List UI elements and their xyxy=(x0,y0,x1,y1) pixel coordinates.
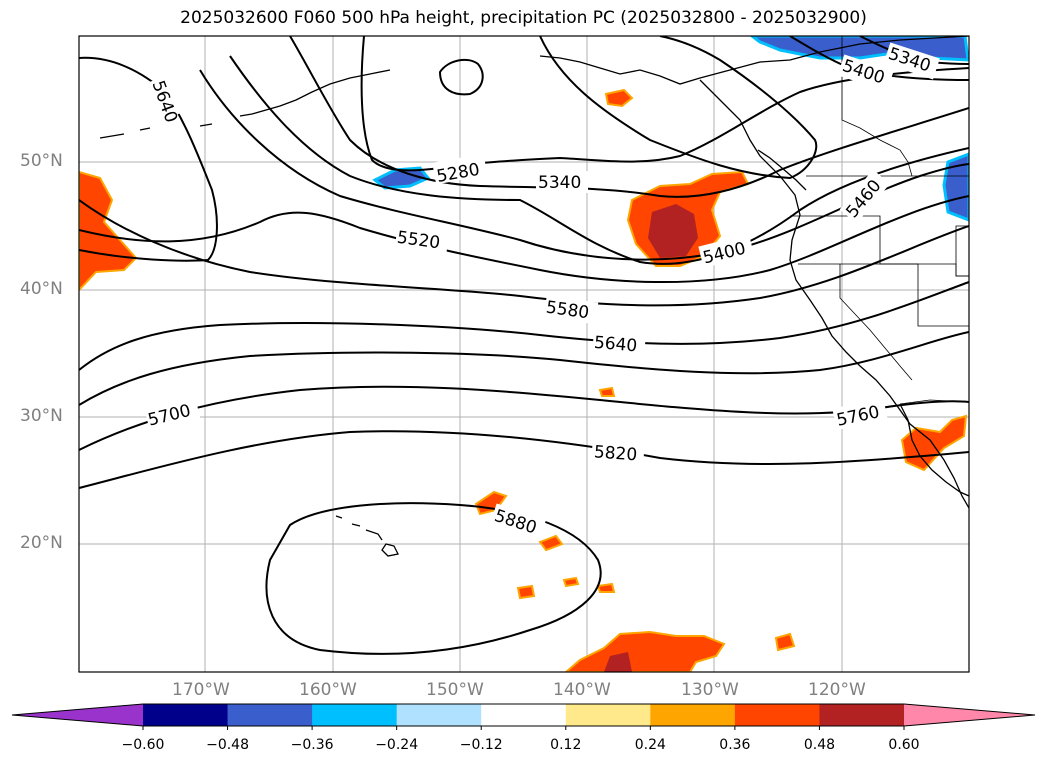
border-mountain xyxy=(955,225,969,277)
contour-5280-closed xyxy=(438,58,484,96)
height-contours xyxy=(79,36,969,655)
colorbar-extend-high xyxy=(904,704,1035,726)
precip-area-south-core xyxy=(604,652,632,672)
colorbar xyxy=(11,703,1036,730)
colorbar-tick-label: 0.24 xyxy=(634,737,666,753)
border-states-2 xyxy=(798,263,969,327)
coastline-north-america xyxy=(539,36,969,509)
graticule xyxy=(79,36,969,672)
precip-area-east-blue xyxy=(942,152,969,222)
colorbar-segment xyxy=(819,704,905,726)
colorbar-extend-low xyxy=(12,704,143,726)
lat-label: 40°N xyxy=(20,279,63,299)
coastline-baja xyxy=(899,403,969,497)
contour-label: 5700 xyxy=(146,401,193,431)
colorbar-tick-label: −0.24 xyxy=(375,737,419,753)
contour-5700 xyxy=(79,331,969,406)
lon-label: 150°W xyxy=(426,680,484,700)
contour-label: 5340 xyxy=(538,173,581,193)
coastline-hawaii xyxy=(335,515,399,557)
colorbar-tick-label: −0.48 xyxy=(206,737,249,753)
coastlines xyxy=(99,36,969,557)
colorbar-segment xyxy=(650,704,736,726)
contour-5640-west xyxy=(79,56,218,262)
contour-5460 xyxy=(199,69,969,261)
colorbar-segment xyxy=(227,704,313,726)
precip-area-hawaii-ne xyxy=(474,490,508,516)
precip-area-small-1 xyxy=(774,632,796,652)
precip-area-south xyxy=(564,630,726,672)
contour-label: 5820 xyxy=(593,442,638,465)
lon-label: 160°W xyxy=(299,680,357,700)
colorbar-tick-label: −0.12 xyxy=(459,737,503,753)
contour-labels: 5640 5280 5340 5520 5400 5460 5580 5640 … xyxy=(144,42,940,541)
contour-5640-main xyxy=(79,281,969,371)
precip-area-pnw-core xyxy=(648,204,698,258)
contour-5880 xyxy=(265,502,602,655)
precip-area-small-5 xyxy=(596,582,616,593)
precip-area-ne-blue xyxy=(749,36,969,62)
precip-area-baja xyxy=(900,414,968,472)
precip-area-small-2 xyxy=(516,584,536,600)
precip-area-west xyxy=(79,170,138,292)
contour-5400 xyxy=(229,55,969,265)
colorbar-segment xyxy=(565,704,651,726)
precip-area-small-4 xyxy=(598,386,616,397)
colorbar-tick-label: 0.48 xyxy=(803,737,836,753)
lat-label: 50°N xyxy=(20,151,63,171)
border-states-3 xyxy=(839,264,913,381)
lat-label: 20°N xyxy=(20,533,63,553)
colorbar-tick-label: 0.36 xyxy=(719,737,751,753)
colorbar-segment xyxy=(481,704,567,726)
precip-area-small-6 xyxy=(562,576,580,588)
map-frame xyxy=(78,35,970,673)
colorbar-tick-label: −0.36 xyxy=(290,737,334,753)
precip-positive-areas xyxy=(79,88,968,672)
colorbar-segment xyxy=(143,704,229,726)
colorbar-segment xyxy=(734,704,820,726)
contour-5340-north xyxy=(539,36,818,180)
colorbar-tick-label: 0.12 xyxy=(550,737,582,753)
colorbar-tick-label: 0.60 xyxy=(888,737,920,753)
contour-5820 xyxy=(79,430,969,489)
border-alaska-canada xyxy=(841,36,913,177)
lon-label: 120°W xyxy=(808,680,866,700)
contour-5520 xyxy=(79,195,969,283)
contour-label: 5640 xyxy=(148,78,182,125)
contour-label: 5880 xyxy=(492,506,539,538)
map-panel: 5640 5280 5340 5520 5400 5460 5580 5640 … xyxy=(79,36,969,672)
lon-label: 130°W xyxy=(681,680,739,700)
contour-5340 xyxy=(289,36,969,198)
contour-label: 5520 xyxy=(396,228,442,254)
lat-label: 30°N xyxy=(20,406,63,426)
colorbar-segment xyxy=(396,704,482,726)
precip-area-small-3 xyxy=(538,534,564,552)
colorbar-tick-label: −0.60 xyxy=(121,737,165,753)
map-title: 2025032600 F060 500 hPa height, precipit… xyxy=(180,8,867,28)
contour-label: 5640 xyxy=(593,333,638,357)
contour-5280 xyxy=(360,36,969,172)
coastline-vancouver-island xyxy=(757,149,807,191)
lon-label: 140°W xyxy=(553,680,611,700)
coastline-aleutians xyxy=(99,69,391,139)
political-borders xyxy=(790,36,969,405)
colorbar-segment xyxy=(312,704,398,726)
precip-area-alaska xyxy=(604,88,634,108)
lon-label: 170°W xyxy=(172,680,230,700)
